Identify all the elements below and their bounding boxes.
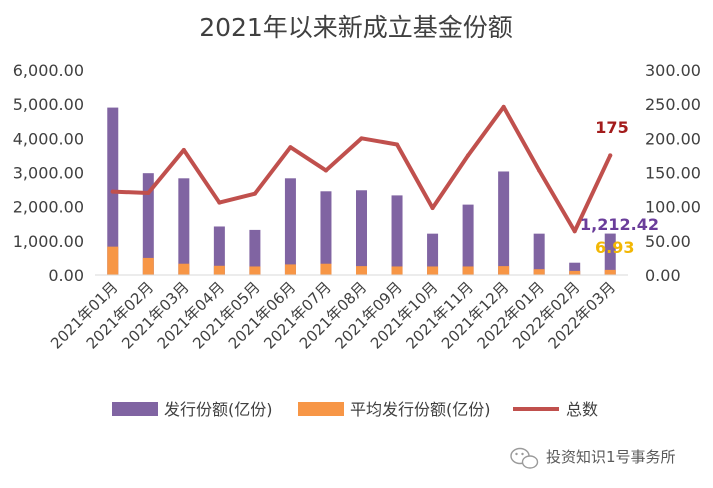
y-right-tick-label: 300.00 xyxy=(645,61,701,80)
y-left-tick-label: 2,000.00 xyxy=(13,198,84,217)
bar-avg xyxy=(391,266,403,275)
y-left-tick-label: 0.00 xyxy=(48,266,84,285)
line-point-total xyxy=(501,104,506,109)
y-right-tick-label: 250.00 xyxy=(645,95,701,114)
legend-swatch-issue xyxy=(112,402,158,416)
legend-label-avg: 平均发行份额(亿份) xyxy=(350,400,491,419)
y-axis-right: 0.00 50.00 100.00 150.00 200.00 250.00 300.00 xyxy=(645,61,701,285)
line-point-total xyxy=(359,136,364,141)
chart-title: 2021年以来新成立基金份额 xyxy=(199,13,513,42)
y-left-tick-label: 1,000.00 xyxy=(13,232,84,251)
bar-issue xyxy=(569,262,581,275)
bar-avg xyxy=(356,266,367,275)
y-right-tick-label: 200.00 xyxy=(645,129,701,148)
data-label-total-last: 175 xyxy=(595,118,628,137)
legend-label-issue: 发行份额(亿份) xyxy=(164,400,273,419)
bar-issue xyxy=(356,190,367,275)
bar-avg xyxy=(604,269,616,275)
y-left-tick-label: 4,000.00 xyxy=(13,129,84,148)
bar-issue xyxy=(498,171,510,275)
y-right-tick-label: 0.00 xyxy=(645,266,681,285)
line-point-total xyxy=(181,147,186,152)
y-left-tick-label: 5,000.00 xyxy=(13,95,84,114)
bar-issue xyxy=(249,229,261,275)
bar-avg xyxy=(427,266,439,275)
bar-issue xyxy=(320,191,332,275)
bar-avg xyxy=(178,263,190,275)
bar-issue xyxy=(142,173,154,275)
y-axis-left: 0.00 1,000.00 2,000.00 3,000.00 4,000.00 5,00… xyxy=(13,61,84,285)
legend-label-total: 总数 xyxy=(566,400,598,419)
line-point-total xyxy=(572,229,577,234)
bar-issue xyxy=(213,226,225,275)
line-point-total xyxy=(110,189,115,194)
line-point-total xyxy=(608,153,613,158)
bar-issue xyxy=(427,233,439,275)
bar-issue xyxy=(391,195,403,275)
bar-avg xyxy=(249,266,261,275)
bar-avg xyxy=(213,265,225,275)
y-right-tick-label: 50.00 xyxy=(645,232,691,251)
data-label-avg-last: 6.93 xyxy=(595,238,634,257)
bar-avg xyxy=(284,264,296,275)
bar-issue xyxy=(284,178,296,275)
data-label-issue-last: 1,212.42 xyxy=(580,215,659,234)
x-axis: 2021年01月2021年02月2021年03月2021年04月2021年05月… xyxy=(47,278,619,352)
watermark-text: 投资知识1号事务所 xyxy=(546,448,676,466)
line-point-total xyxy=(323,168,328,173)
legend-swatch-avg xyxy=(298,402,344,416)
bar-avg xyxy=(107,246,119,275)
bar-issue xyxy=(604,233,616,275)
line-point-total xyxy=(537,168,542,173)
bar-avg xyxy=(142,257,154,275)
y-left-tick-label: 3,000.00 xyxy=(13,164,84,183)
bar-avg xyxy=(320,263,332,275)
line-point-total xyxy=(252,191,257,196)
line-point-total xyxy=(430,206,435,211)
line-point-total xyxy=(288,145,293,150)
watermark: 投资知识1号事务所 xyxy=(510,447,676,469)
bar-avg xyxy=(533,269,545,275)
line-point-total xyxy=(395,142,400,147)
y-left-tick-label: 6,000.00 xyxy=(13,61,84,80)
bar-avg xyxy=(569,270,581,275)
line-series xyxy=(110,104,613,234)
y-right-tick-label: 150.00 xyxy=(645,164,701,183)
y-right-tick-label: 100.00 xyxy=(645,198,701,217)
bar-issue xyxy=(178,178,190,275)
bar-avg xyxy=(498,266,510,275)
bar-issue xyxy=(533,233,545,275)
line-point-total xyxy=(466,153,471,158)
line-point-total xyxy=(146,191,151,195)
data-labels: 175 1,212.42 6.93 xyxy=(580,118,659,257)
bar-issue xyxy=(462,204,474,275)
bar-series xyxy=(107,107,616,275)
line-point-total xyxy=(217,200,222,205)
bar-avg xyxy=(462,266,474,275)
legend: 发行份额(亿份) 平均发行份额(亿份) 总数 xyxy=(112,400,598,419)
wechat-icon xyxy=(510,447,539,469)
